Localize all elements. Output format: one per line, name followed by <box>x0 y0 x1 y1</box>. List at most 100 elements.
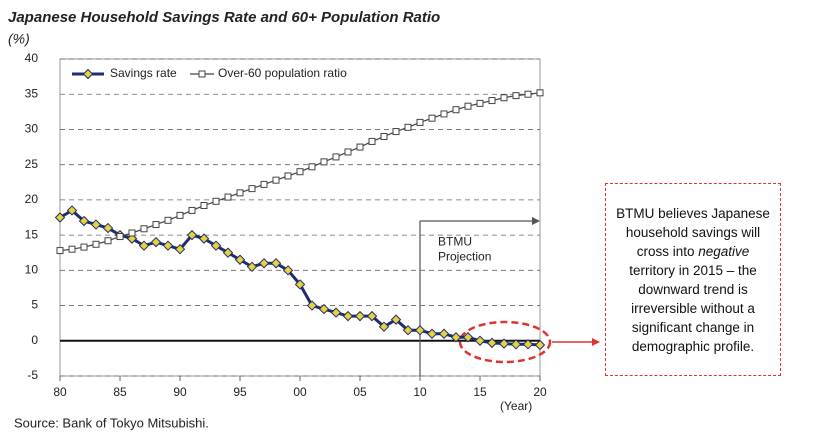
y-tick-label: 5 <box>31 298 38 312</box>
y-tick-label: 30 <box>25 122 39 136</box>
x-axis-label: (Year) <box>500 399 532 413</box>
callout-text: BTMU believes Japanese household savings… <box>614 204 772 356</box>
savings-marker <box>474 335 486 346</box>
legend-label: Savings rate <box>110 66 177 80</box>
population-marker <box>464 102 472 110</box>
savings-marker <box>54 212 66 223</box>
x-tick-label: 15 <box>473 385 487 399</box>
x-tick-label: 85 <box>113 385 127 399</box>
savings-marker <box>402 325 414 336</box>
savings-marker <box>258 258 270 269</box>
callout-text: territory in 2015 – the downward trend i… <box>629 262 757 354</box>
population-marker <box>536 89 544 97</box>
savings-marker <box>498 338 510 349</box>
population-marker <box>116 233 124 241</box>
population-marker <box>332 153 340 161</box>
population-marker <box>176 211 184 219</box>
population-marker <box>428 114 436 122</box>
population-marker <box>80 243 88 251</box>
y-tick-label: -5 <box>27 368 38 382</box>
savings-marker <box>522 339 534 350</box>
x-tick-label: 20 <box>533 385 547 399</box>
population-marker <box>128 229 136 237</box>
population-marker <box>284 172 292 180</box>
population-marker <box>416 118 424 126</box>
y-tick-label: 15 <box>25 227 39 241</box>
y-tick-label: 0 <box>31 333 38 347</box>
population-marker <box>476 99 484 107</box>
savings-marker <box>342 310 354 322</box>
savings-marker <box>210 240 222 251</box>
savings-marker <box>390 314 402 325</box>
population-marker <box>236 189 244 197</box>
savings-marker <box>510 339 522 350</box>
x-tick-label: 95 <box>233 385 247 399</box>
savings-marker <box>306 300 318 311</box>
population-marker <box>488 97 496 105</box>
population-marker <box>320 158 328 166</box>
x-tick-label: 90 <box>173 385 187 399</box>
callout-text: BTMU believes Japanese household savings… <box>616 205 770 259</box>
savings-marker <box>78 215 90 227</box>
legend-marker <box>82 68 94 80</box>
legend-marker <box>198 70 206 78</box>
savings-marker <box>162 240 174 251</box>
x-tick-label: 05 <box>353 385 367 399</box>
population-marker <box>356 143 364 151</box>
savings-marker <box>174 243 186 255</box>
projection-label: Projection <box>438 249 491 263</box>
savings-marker <box>150 236 162 248</box>
population-marker <box>296 168 304 176</box>
savings-marker <box>282 265 294 276</box>
population-marker <box>368 137 376 145</box>
savings-marker <box>270 258 282 269</box>
population-marker <box>248 185 256 193</box>
y-tick-label: 35 <box>25 86 39 100</box>
chart-subtitle: (%) <box>8 31 30 47</box>
savings-marker <box>414 325 426 336</box>
population-marker <box>440 110 448 118</box>
population-marker <box>308 163 316 171</box>
population-marker <box>392 128 400 136</box>
population-marker <box>380 132 388 140</box>
callout-arrowhead <box>592 338 600 346</box>
callout-emphasis: negative <box>698 243 750 259</box>
population-marker <box>452 106 460 114</box>
population-marker <box>212 197 220 205</box>
population-marker <box>260 180 268 188</box>
savings-marker <box>462 332 474 343</box>
population-marker <box>512 92 520 100</box>
savings-marker <box>294 279 306 290</box>
savings-marker <box>102 222 114 234</box>
population-marker <box>92 240 100 248</box>
population-marker <box>344 148 352 156</box>
population-marker <box>140 225 148 233</box>
population-marker <box>200 202 208 210</box>
y-tick-label: 10 <box>25 263 39 277</box>
population-marker <box>272 176 280 184</box>
savings-marker <box>186 229 198 241</box>
projection-label: BTMU <box>438 234 472 248</box>
savings-marker <box>366 310 378 322</box>
savings-marker <box>246 261 258 273</box>
population-marker <box>104 237 112 245</box>
legend-label: Over-60 population ratio <box>218 66 347 80</box>
population-marker <box>524 90 532 98</box>
savings-marker <box>222 247 234 258</box>
y-tick-label: 40 <box>25 51 39 65</box>
chart-title: Japanese Household Savings Rate and 60+ … <box>8 9 440 26</box>
savings-marker <box>318 303 330 315</box>
savings-marker <box>234 254 246 265</box>
x-tick-label: 00 <box>293 385 307 399</box>
callout: BTMU believes Japanese household savings… <box>605 183 781 376</box>
population-marker <box>68 245 76 253</box>
savings-marker <box>90 219 102 230</box>
highlight-ellipse <box>458 320 552 364</box>
savings-marker <box>450 332 462 343</box>
savings-marker <box>354 310 366 322</box>
y-tick-label: 20 <box>25 192 39 206</box>
population-marker <box>152 221 160 229</box>
y-tick-label: 25 <box>25 157 39 171</box>
